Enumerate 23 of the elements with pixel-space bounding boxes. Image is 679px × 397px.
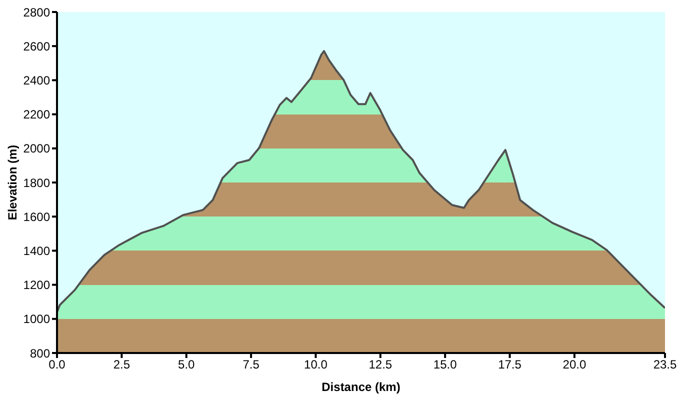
y-tick-label: 800 [30,346,50,360]
x-axis-title: Distance (km) [322,380,400,394]
y-tick-label: 1200 [23,278,50,292]
x-tick-label: 10.0 [304,358,328,372]
y-tick-label: 1000 [23,312,50,326]
y-axis-title: Elevation (m) [5,144,20,220]
y-tick-label: 1400 [23,244,50,258]
y-tick-label: 2600 [23,39,50,54]
x-tick-label: 0.0 [48,358,66,372]
y-tick-label: 2000 [23,142,50,156]
x-tick-label: 7.5 [242,358,260,372]
x-tick-label: 20.0 [562,358,586,372]
x-tick-label: 23.5 [653,358,677,372]
x-tick-label: 17.5 [498,358,522,372]
x-tick-label: 15.0 [433,358,458,372]
x-tick-label: 2.5 [113,358,130,372]
x-tick-label: 5.0 [178,358,196,372]
y-tick-label: 2800 [23,5,50,20]
y-tick-label: 1800 [23,176,50,190]
y-tick-label: 2200 [23,108,50,122]
x-tick-label: 12.5 [368,358,392,372]
y-tick-label: 1600 [23,210,50,224]
y-tick-label: 2400 [23,73,50,88]
